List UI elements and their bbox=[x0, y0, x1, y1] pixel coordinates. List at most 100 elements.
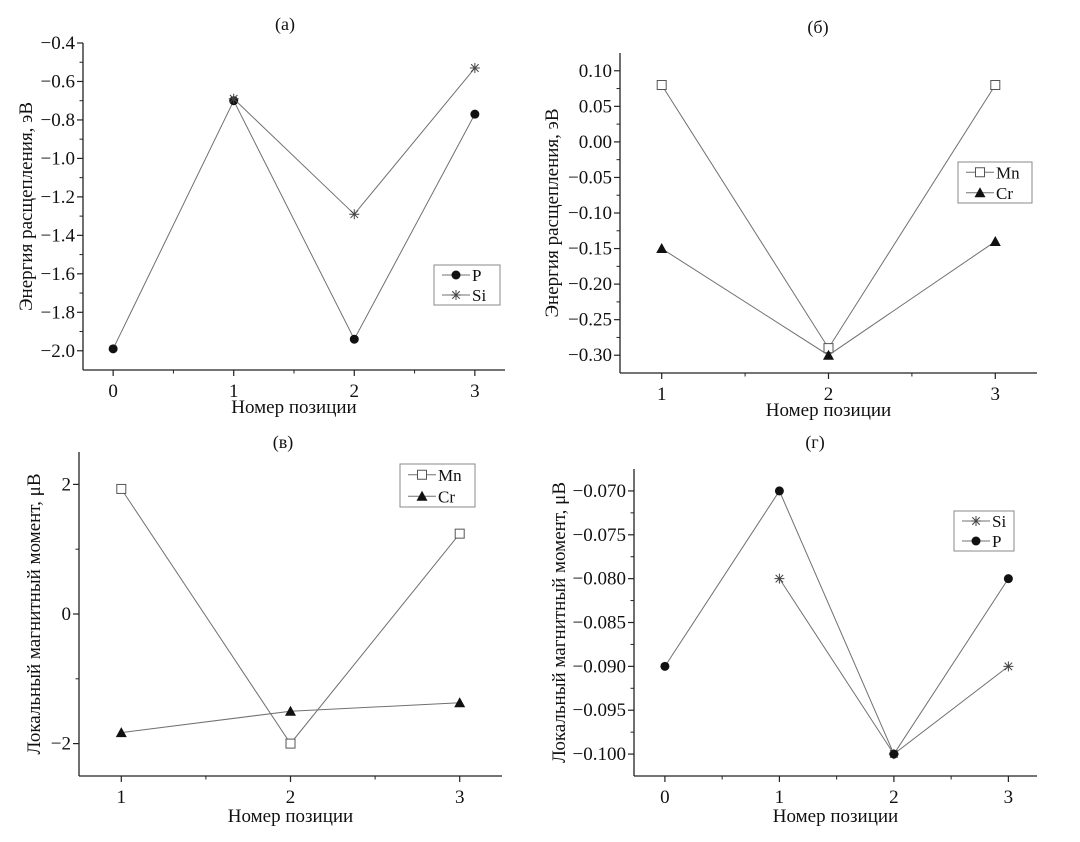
series-p bbox=[108, 96, 480, 354]
panel-title: (г) bbox=[805, 432, 824, 453]
square-marker bbox=[454, 528, 465, 539]
legend-label: P bbox=[992, 532, 1001, 551]
legend-label: Mn bbox=[996, 163, 1020, 182]
data-point bbox=[823, 349, 834, 360]
data-point bbox=[228, 93, 239, 104]
data-point bbox=[774, 573, 785, 584]
y-tick-label: −0.30 bbox=[568, 345, 612, 366]
legend-marker bbox=[971, 516, 981, 526]
x-tick-label: 0 bbox=[108, 381, 118, 402]
x-tick-label: 1 bbox=[117, 787, 127, 808]
series-line bbox=[233, 67, 476, 215]
legend-item-mn: Mn bbox=[966, 163, 1020, 182]
x-tick-label: 2 bbox=[286, 787, 296, 808]
legend-marker bbox=[416, 490, 428, 501]
data-point bbox=[1003, 574, 1013, 584]
chart-panel-a: (а) 0 1 2 3 −0.4 −0.6 −0.8 −1.0 −1.2 −1.4 −1.6 −1.8 −… bbox=[16, 14, 505, 418]
data-point bbox=[108, 344, 118, 354]
chart-panel-c: (в) 1 2 3 2 0 −2 Номер позиции Локальный магнитн… bbox=[24, 432, 502, 827]
x-tick-label: 3 bbox=[1004, 787, 1014, 808]
y-tick-label: 0.00 bbox=[579, 132, 612, 153]
series-line bbox=[664, 489, 1009, 756]
series-line bbox=[112, 99, 476, 350]
circle-marker bbox=[774, 486, 784, 496]
square-marker bbox=[990, 80, 1001, 90]
circle-marker bbox=[451, 270, 461, 280]
data-point bbox=[454, 528, 465, 539]
asterisk-marker bbox=[349, 209, 360, 220]
y-tick-label: −0.25 bbox=[568, 310, 612, 331]
y-axis-label: Энергия расщепления, эВ bbox=[542, 108, 563, 317]
legend: Mn Cr bbox=[399, 463, 476, 508]
x-axis-label: Номер позиции bbox=[231, 397, 356, 418]
y-tick-label: −0.085 bbox=[573, 613, 626, 634]
triangle-marker bbox=[285, 705, 296, 716]
series-line bbox=[661, 84, 996, 350]
y-tick-label: −0.8 bbox=[41, 110, 75, 131]
x-tick-label: 0 bbox=[660, 787, 670, 808]
y-tick-label: 0.10 bbox=[579, 61, 612, 82]
legend-item-cr: Cr bbox=[408, 487, 455, 506]
legend-box bbox=[953, 510, 1015, 552]
asterisk-marker bbox=[971, 516, 981, 526]
legend-marker bbox=[417, 469, 427, 480]
data-point bbox=[116, 483, 127, 494]
legend-box bbox=[957, 161, 1033, 204]
panel-title: (а) bbox=[275, 14, 295, 35]
y-tick-label: −0.10 bbox=[568, 203, 612, 224]
y-tick-label: −0.080 bbox=[573, 569, 626, 590]
asterisk-marker bbox=[1003, 661, 1014, 672]
x-tick-label: 1 bbox=[657, 384, 667, 405]
data-point bbox=[115, 727, 127, 738]
data-point bbox=[454, 697, 466, 708]
legend-label: Si bbox=[992, 512, 1006, 531]
square-marker bbox=[417, 469, 427, 480]
legend-item-si: Si bbox=[962, 512, 1006, 531]
chart-panel-b: (б) 1 2 3 0.10 0.05 0.00 −0.05 −0.10 −0.15 −0.20 −0… bbox=[542, 17, 1037, 421]
y-tick-label: −0.15 bbox=[568, 239, 612, 260]
y-tick-label: −0.20 bbox=[568, 274, 612, 295]
data-point bbox=[285, 705, 296, 716]
legend-label: Cr bbox=[438, 487, 455, 506]
legend: PSi bbox=[433, 264, 501, 306]
legend-label: P bbox=[472, 266, 481, 285]
legend-marker bbox=[971, 536, 981, 546]
data-point bbox=[1003, 661, 1014, 672]
y-tick-label: −2 bbox=[51, 734, 71, 755]
triangle-marker bbox=[823, 349, 834, 360]
legend: SiP bbox=[953, 510, 1015, 552]
triangle-marker bbox=[416, 490, 428, 501]
y-tick-label: 0 bbox=[62, 604, 72, 625]
series-si bbox=[774, 573, 1014, 760]
legend-item-p: P bbox=[442, 266, 481, 285]
legend-label: Mn bbox=[438, 466, 462, 485]
asterisk-marker bbox=[469, 63, 480, 74]
asterisk-marker bbox=[451, 290, 461, 300]
data-point bbox=[889, 749, 899, 759]
legend-item-cr: Cr bbox=[966, 184, 1013, 203]
data-point bbox=[349, 209, 360, 220]
panel-title: (в) bbox=[273, 432, 294, 453]
series-mn bbox=[656, 80, 1001, 354]
legend-box bbox=[433, 264, 501, 306]
y-tick-label: −0.090 bbox=[573, 656, 626, 677]
legend-item-mn: Mn bbox=[408, 466, 462, 485]
x-axis-label: Номер позиции bbox=[228, 806, 353, 827]
legend-marker bbox=[974, 187, 986, 198]
x-tick-label: 2 bbox=[350, 381, 360, 402]
y-tick-label: −2.0 bbox=[41, 341, 75, 362]
x-tick-label: 1 bbox=[775, 787, 785, 808]
triangle-marker bbox=[656, 243, 668, 254]
y-tick-label: −0.070 bbox=[573, 481, 626, 502]
x-axis-label: Номер позиции bbox=[773, 806, 898, 827]
triangle-marker bbox=[974, 187, 986, 198]
circle-marker bbox=[470, 109, 480, 119]
y-tick-label: −0.100 bbox=[573, 744, 626, 765]
legend-item-p: P bbox=[962, 532, 1001, 551]
y-axis-label: Локальный магнитный момент, μB bbox=[549, 482, 570, 763]
y-tick-label: 0.05 bbox=[579, 96, 612, 117]
legend-marker bbox=[451, 290, 461, 300]
square-marker bbox=[656, 80, 667, 90]
legend-marker bbox=[451, 270, 461, 280]
x-tick-label: 3 bbox=[991, 384, 1001, 405]
